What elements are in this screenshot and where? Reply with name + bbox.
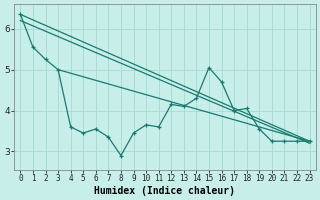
X-axis label: Humidex (Indice chaleur): Humidex (Indice chaleur) — [94, 186, 236, 196]
